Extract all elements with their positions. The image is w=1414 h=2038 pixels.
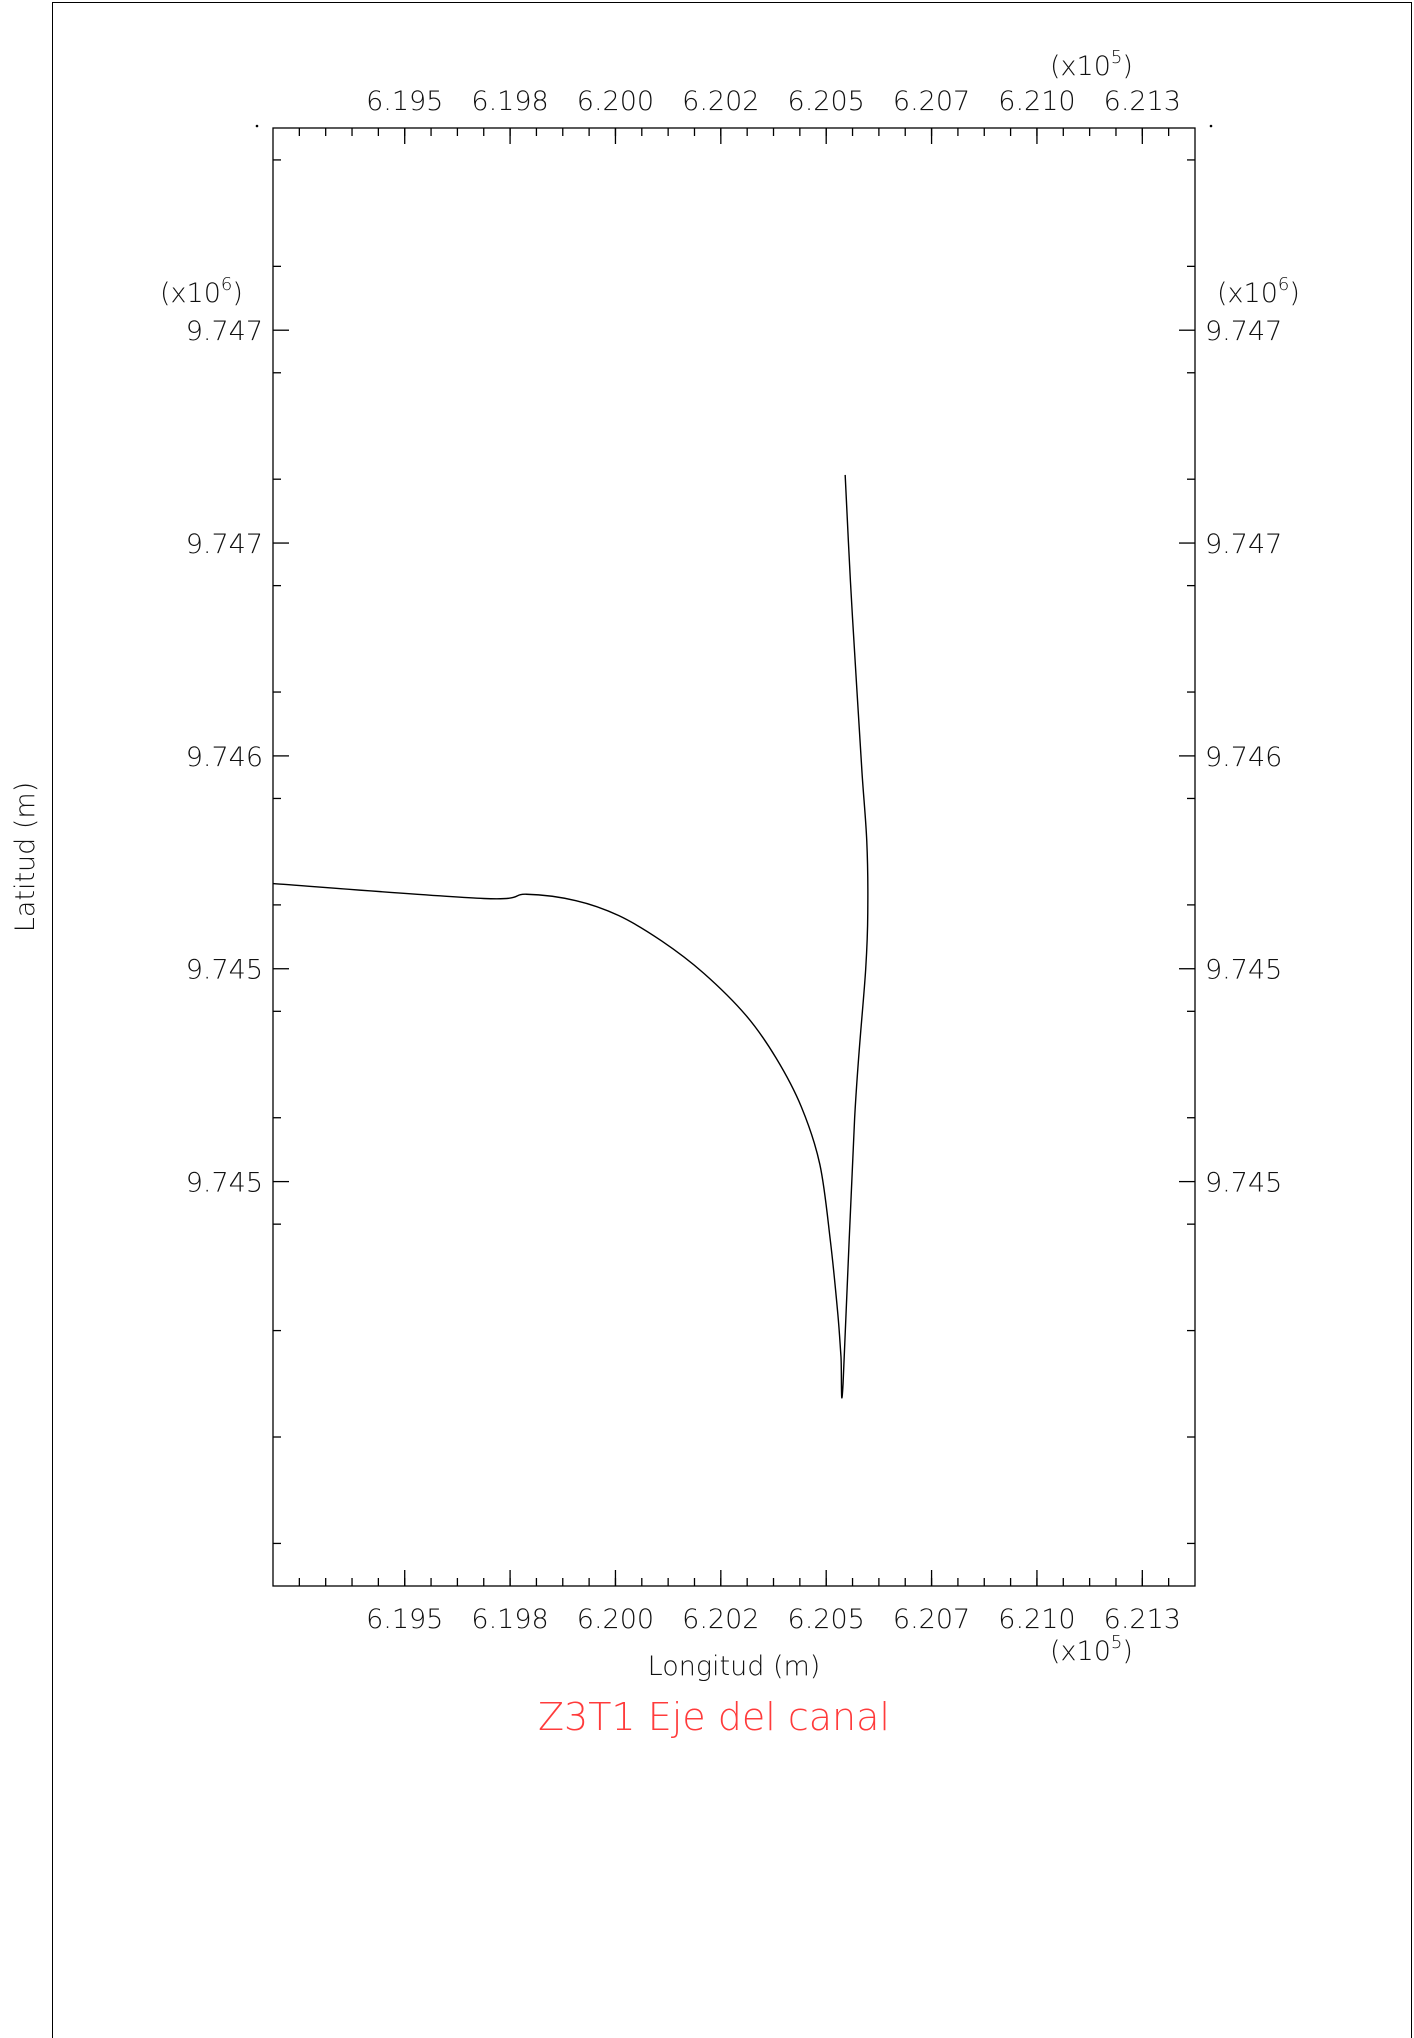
y-multiplier-left: (x106) [160,274,243,309]
x-tick-label-bottom: 6.205 [788,1604,865,1635]
page-border [52,2,1412,2038]
y-tick-label-left: 9.747 [186,316,263,347]
x-tick-label-bottom: 6.207 [893,1604,970,1635]
series-group [272,474,869,1399]
x-tick-label-bottom: 6.210 [998,1604,1075,1635]
y-tick-label-right: 9.745 [1205,955,1282,986]
x-tick-label-top: 6.195 [366,86,443,117]
chart-title: Z3T1 Eje del canal [538,1695,890,1739]
x-tick-label-top: 6.210 [998,86,1075,117]
x-tick-label-top: 6.198 [471,86,548,117]
corner-dot-right [1209,124,1213,128]
y-axis-title: Latitud (m) [10,782,41,932]
x-tick-label-bottom: 6.213 [1104,1604,1181,1635]
x-tick-label-top: 6.202 [682,86,759,117]
x-tick-label-bottom: 6.195 [366,1604,443,1635]
x-tick-label-top: 6.200 [577,86,654,117]
x-tick-label-bottom: 6.202 [682,1604,759,1635]
y-tick-label-left: 9.746 [186,742,263,773]
y-tick-label-right: 9.747 [1205,316,1282,347]
x-tick-label-top: 6.205 [788,86,865,117]
plot-area [272,127,1196,1587]
y-multiplier-right: (x106) [1217,274,1300,309]
series-line-canal-axis [272,474,869,1399]
x-multiplier-bottom: (x105) [1050,1632,1133,1667]
x-tick-label-bottom: 6.198 [471,1604,548,1635]
y-tick-label-left: 9.747 [186,529,263,560]
corner-dot-left [255,124,259,128]
x-multiplier-top: (x105) [1050,47,1133,82]
y-tick-label-right: 9.746 [1205,742,1282,773]
y-tick-label-left: 9.745 [186,1168,263,1199]
x-tick-label-top: 6.207 [893,86,970,117]
x-axis-title: Longitud (m) [648,1651,821,1682]
y-tick-label-right: 9.747 [1205,529,1282,560]
x-tick-label-top: 6.213 [1104,86,1181,117]
x-tick-label-bottom: 6.200 [577,1604,654,1635]
y-tick-label-left: 9.745 [186,955,263,986]
y-tick-label-right: 9.745 [1205,1168,1282,1199]
axis-ticks [273,128,1195,1586]
